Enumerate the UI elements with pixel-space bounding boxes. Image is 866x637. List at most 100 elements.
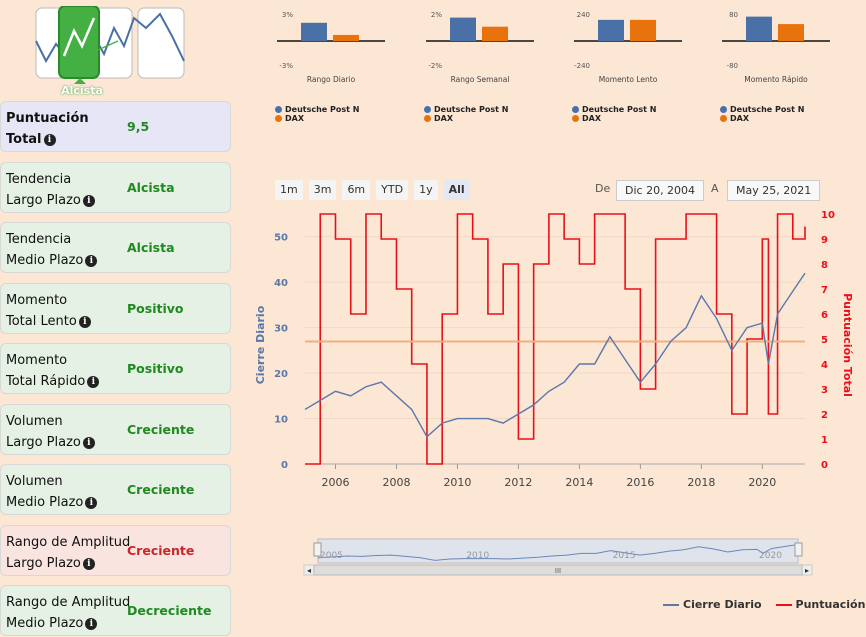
legend-cierre-label: Cierre Diario bbox=[683, 598, 762, 611]
mini-legend-label: Deutsche Post N bbox=[582, 105, 657, 114]
card-label: Momento Total Lento i bbox=[6, 290, 91, 332]
y2-tick-label: 1 bbox=[821, 435, 828, 446]
mini-bar[interactable] bbox=[778, 24, 804, 41]
mini-legend-label: DAX bbox=[582, 114, 601, 123]
mini-chart-plot: 2% -2% Rango Semanal bbox=[426, 11, 534, 84]
mini-ymax-label: 3% bbox=[282, 11, 293, 19]
mini-legend-item[interactable]: Deutsche Post N bbox=[572, 105, 702, 114]
mini-legend-item[interactable]: Deutsche Post N bbox=[424, 105, 554, 114]
info-icon[interactable]: i bbox=[87, 375, 100, 388]
mini-legend-item[interactable]: DAX bbox=[275, 114, 405, 123]
mini-bar[interactable] bbox=[598, 19, 624, 41]
card-label: Tendencia Largo Plazo i bbox=[6, 169, 95, 211]
y2-tick-label: 3 bbox=[821, 385, 828, 396]
mini-bar[interactable] bbox=[333, 34, 359, 41]
logo: Alcista bbox=[34, 5, 186, 98]
y2-tick-label: 9 bbox=[821, 235, 828, 246]
y2-tick-label: 5 bbox=[821, 335, 828, 346]
x-tick-label: 2008 bbox=[382, 476, 410, 489]
scroll-right-icon[interactable]: ▸ bbox=[805, 566, 809, 575]
mini-bar[interactable] bbox=[630, 19, 656, 41]
indicator-card: Momento Total Rápido i Positivo bbox=[0, 343, 231, 394]
mini-legend-label: DAX bbox=[434, 114, 453, 123]
series-cierre-diario[interactable] bbox=[304, 272, 806, 438]
card-label-line1: Tendencia bbox=[6, 172, 72, 187]
card-label-line1: Tendencia bbox=[6, 232, 72, 247]
info-icon[interactable]: i bbox=[85, 617, 98, 630]
y-tick-label: 30 bbox=[274, 324, 288, 335]
indicator-card: Momento Total Lento i Positivo bbox=[0, 283, 231, 334]
info-icon[interactable]: i bbox=[85, 254, 98, 267]
mini-legend-label: Deutsche Post N bbox=[434, 105, 509, 114]
main-chart: 0 10 20 30 40 50 0 1 2 3 4 5 6 7 8 9 10 2006 2008 2010 2012 2… bbox=[254, 210, 854, 489]
info-icon[interactable]: i bbox=[82, 557, 95, 570]
mini-legend: Deutsche Post N DAX bbox=[572, 105, 702, 123]
to-date-input[interactable]: May 25, 2021 bbox=[727, 180, 821, 201]
navigator-handle-left[interactable] bbox=[313, 542, 322, 557]
card-label-line1: Momento bbox=[6, 293, 68, 308]
y-tick-label: 10 bbox=[274, 415, 288, 426]
y-tick-label: 50 bbox=[274, 233, 288, 244]
mini-bar[interactable] bbox=[746, 16, 772, 41]
mini-legend-item[interactable]: Deutsche Post N bbox=[275, 105, 405, 114]
y2-tick-label: 8 bbox=[821, 260, 828, 271]
card-label-line2: Medio Plazo bbox=[6, 616, 84, 631]
mini-legend-item[interactable]: DAX bbox=[424, 114, 554, 123]
mini-chart: 240 -240 Momento Lento Deutsche Post N DAX bbox=[572, 6, 702, 126]
mini-legend-item[interactable]: DAX bbox=[720, 114, 850, 123]
navigator-handle-right[interactable] bbox=[794, 542, 803, 557]
info-icon[interactable]: i bbox=[85, 496, 98, 509]
navigator-window[interactable] bbox=[317, 538, 799, 564]
range-button[interactable]: All bbox=[443, 180, 470, 200]
y2-tick-label: 4 bbox=[821, 360, 828, 371]
info-icon[interactable]: i bbox=[82, 436, 95, 449]
range-button[interactable]: YTD bbox=[376, 180, 409, 200]
card-label-line1: Puntuación bbox=[6, 111, 89, 126]
x-tick-label: 2018 bbox=[687, 476, 715, 489]
card-value: Creciente bbox=[127, 482, 195, 497]
y2-tick-label: 6 bbox=[821, 310, 828, 321]
card-value: Alcista bbox=[127, 180, 175, 195]
range-button[interactable]: 6m bbox=[342, 180, 371, 200]
legend-puntuacion-label: Puntuación bbox=[795, 598, 866, 611]
card-label: Puntuación Total i bbox=[6, 108, 89, 150]
legend-puntuacion[interactable]: Puntuación bbox=[775, 598, 866, 611]
info-icon[interactable]: i bbox=[43, 133, 56, 146]
navigator[interactable]: 2005 2010 2015 2020 ◂ ▸ III bbox=[300, 535, 820, 580]
mini-legend-item[interactable]: DAX bbox=[572, 114, 702, 123]
scroll-left-icon[interactable]: ◂ bbox=[307, 566, 311, 575]
mini-chart-plot: 3% -3% Rango Diario bbox=[277, 11, 385, 84]
range-button[interactable]: 1y bbox=[414, 180, 438, 200]
range-button[interactable]: 1m bbox=[275, 180, 303, 200]
indicator-card: Puntuación Total i 9,5 bbox=[0, 101, 231, 152]
mini-chart: 80 -80 Momento Rápido Deutsche Post N DAX bbox=[720, 6, 850, 126]
card-label-line2: Largo Plazo bbox=[6, 193, 81, 208]
y-tick-label: 20 bbox=[274, 369, 288, 380]
card-label-line2: Medio Plazo bbox=[6, 253, 84, 268]
card-label-line2: Total Lento bbox=[6, 314, 77, 329]
y2-tick-label: 7 bbox=[821, 285, 828, 296]
card-label-line2: Largo Plazo bbox=[6, 556, 81, 571]
y2-axis-title: Puntuación Total bbox=[841, 293, 854, 397]
scrollbar-thumb[interactable] bbox=[313, 564, 803, 576]
mini-legend-item[interactable]: Deutsche Post N bbox=[720, 105, 850, 114]
info-icon[interactable]: i bbox=[82, 194, 95, 207]
mini-ymin-label: -2% bbox=[428, 62, 442, 70]
mini-chart: 2% -2% Rango Semanal Deutsche Post N DAX bbox=[424, 6, 554, 126]
from-date-input[interactable]: Dic 20, 2004 bbox=[616, 180, 705, 201]
mini-bar[interactable] bbox=[482, 26, 508, 41]
mini-bar[interactable] bbox=[450, 17, 476, 41]
card-label: Momento Total Rápido i bbox=[6, 350, 100, 392]
mini-chart-plot: 80 -80 Momento Rápido bbox=[722, 11, 830, 84]
y2-tick-label: 10 bbox=[821, 210, 835, 221]
indicator-card: Tendencia Largo Plazo i Alcista bbox=[0, 162, 231, 213]
legend-cierre[interactable]: Cierre Diario bbox=[663, 598, 762, 611]
x-tick-label: 2016 bbox=[626, 476, 654, 489]
y2-tick-label: 0 bbox=[821, 460, 828, 471]
info-icon[interactable]: i bbox=[78, 315, 91, 328]
scroll-grip-icon: III bbox=[555, 567, 561, 575]
card-label-line2: Medio Plazo bbox=[6, 495, 84, 510]
series-puntuacion[interactable] bbox=[305, 213, 806, 465]
range-button[interactable]: 3m bbox=[308, 180, 337, 200]
mini-bar[interactable] bbox=[301, 22, 327, 41]
